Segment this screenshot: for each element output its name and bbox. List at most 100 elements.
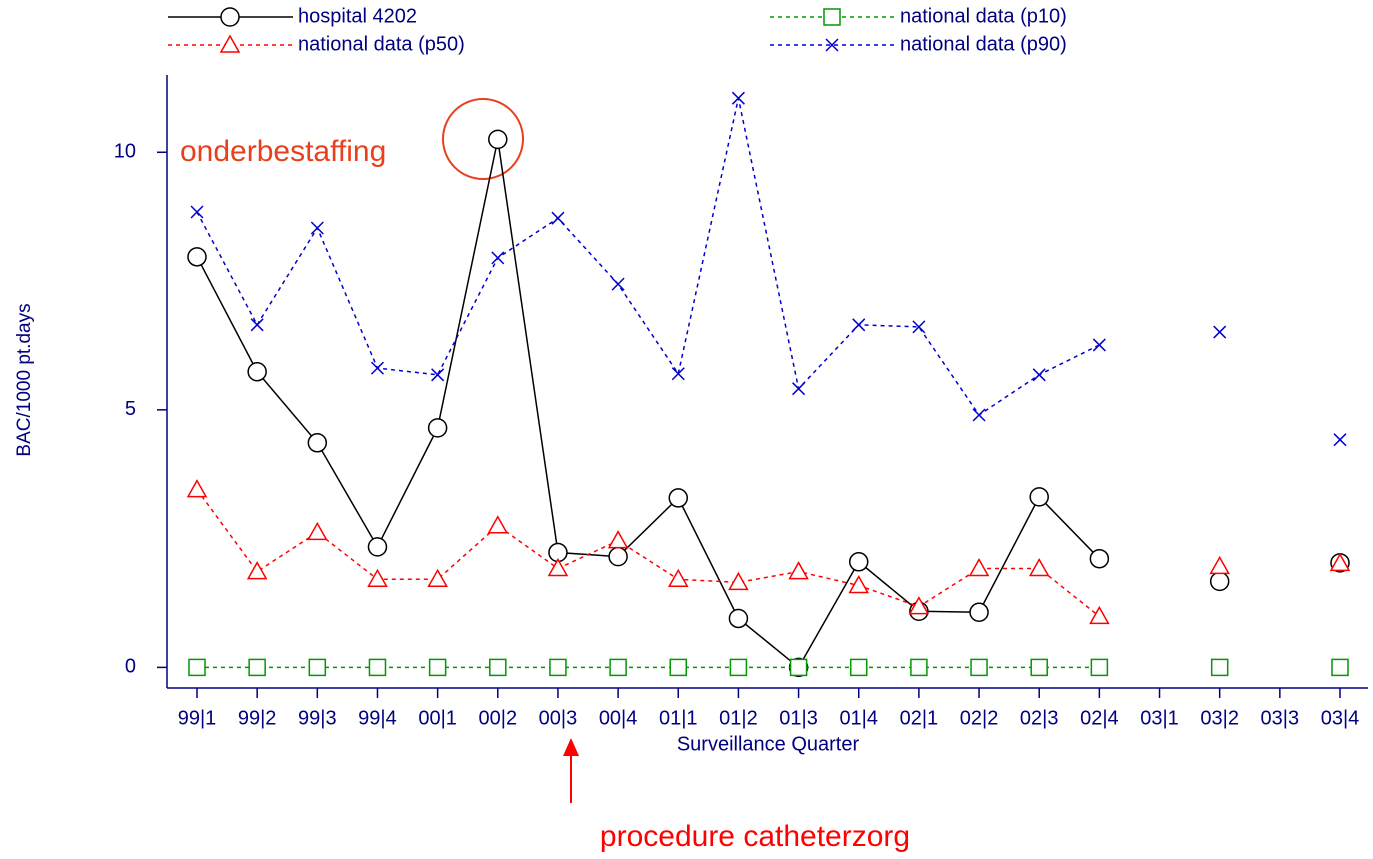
legend-label: national data (p10) (900, 5, 1067, 27)
data-point (788, 561, 809, 580)
legend-label: national data (p90) (900, 33, 1067, 55)
x-tick-label: 99|2 (238, 707, 277, 729)
data-point (307, 521, 328, 541)
data-point (1029, 487, 1049, 507)
data-point (488, 129, 508, 150)
data-point (731, 91, 745, 105)
annotation-circle (442, 98, 524, 180)
x-tick-label: 03|1 (1140, 707, 1179, 729)
data-point (910, 658, 928, 677)
data-point (370, 361, 385, 375)
data-point (547, 557, 569, 577)
data-point (608, 546, 628, 567)
x-tick-label: 02|2 (960, 707, 999, 729)
y-tick-label: 0 (125, 656, 136, 678)
data-point (1209, 571, 1230, 592)
data-point (1090, 658, 1109, 677)
x-tick-label: 02|4 (1080, 707, 1119, 729)
data-point (969, 602, 989, 623)
x-tick-label: 99|4 (358, 707, 397, 729)
data-point (792, 382, 806, 396)
data-point (427, 418, 448, 438)
data-point (248, 658, 266, 677)
data-point (908, 596, 930, 615)
data-point (190, 205, 204, 219)
data-point (1089, 548, 1110, 569)
data-point (367, 568, 388, 588)
data-point (431, 368, 445, 382)
series-line (197, 139, 1340, 667)
data-point (789, 658, 808, 677)
data-point (968, 557, 990, 577)
x-tick-label: 03|4 (1321, 707, 1360, 729)
data-point (912, 320, 926, 334)
data-point (1089, 605, 1110, 625)
legend-marker (825, 38, 839, 52)
data-point (428, 658, 447, 677)
annotation: onderbestaffing (180, 135, 386, 168)
data-point (427, 568, 448, 588)
data-point (491, 251, 505, 265)
data-point (729, 658, 748, 677)
y-tick-label: 10 (114, 141, 136, 163)
data-point (551, 211, 565, 225)
annotation: procedure catheterzorg (600, 820, 910, 853)
annotation-arrowhead (563, 738, 579, 756)
x-tick-label: 00|3 (539, 707, 578, 729)
data-point (970, 658, 988, 677)
y-tick-label: 5 (125, 398, 136, 420)
legend-marker (219, 34, 241, 53)
data-point (246, 561, 268, 580)
data-point (1032, 368, 1046, 382)
data-point (1092, 338, 1106, 352)
data-point (1030, 658, 1048, 677)
data-point (1210, 658, 1229, 677)
data-point (972, 408, 986, 422)
data-point (728, 571, 749, 591)
data-point (247, 361, 267, 382)
legend-marker (823, 8, 841, 26)
data-point (849, 658, 868, 677)
data-point (671, 367, 685, 381)
data-point (1028, 557, 1050, 577)
data-point (1329, 552, 1351, 572)
x-tick-label: 00|4 (599, 707, 638, 729)
x-tick-label: 01|1 (659, 707, 698, 729)
data-point (852, 318, 866, 332)
data-point (1213, 325, 1227, 339)
data-point (609, 658, 627, 677)
data-point (549, 658, 567, 677)
x-tick-label: 01|3 (779, 707, 818, 729)
legend-marker (220, 7, 240, 27)
data-point (848, 552, 869, 572)
data-point (1209, 555, 1230, 575)
data-point (489, 658, 507, 677)
data-point (1333, 433, 1347, 447)
data-point (368, 658, 387, 677)
x-tick-label: 02|3 (1020, 707, 1059, 729)
data-point (1331, 658, 1349, 677)
legend-label: hospital 4202 (298, 5, 417, 27)
data-point (367, 537, 388, 557)
y-axis-label: BAC/1000 pt.days (14, 303, 35, 456)
data-point (669, 658, 688, 677)
data-point (188, 658, 206, 677)
x-tick-label: 03|3 (1261, 707, 1300, 729)
data-point (310, 221, 324, 235)
x-axis-label: Surveillance Quarter (677, 733, 860, 755)
data-point (187, 247, 207, 267)
series-line (197, 490, 1340, 617)
data-point (728, 608, 749, 629)
x-tick-label: 02|1 (900, 707, 939, 729)
x-tick-label: 01|4 (839, 707, 878, 729)
legend-label: national data (p50) (298, 33, 465, 55)
data-point (186, 479, 208, 498)
data-point (250, 318, 264, 332)
x-tick-label: 00|1 (418, 707, 457, 729)
data-point (308, 658, 327, 677)
data-point (668, 488, 689, 508)
data-point (848, 574, 870, 594)
data-point (667, 568, 689, 588)
data-point (607, 530, 629, 549)
